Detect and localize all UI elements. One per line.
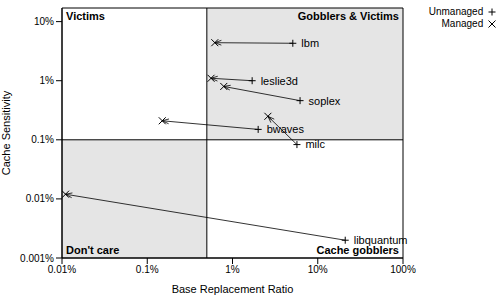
svg-text:Cache gobblers: Cache gobblers — [316, 244, 399, 256]
svg-text:0.1%: 0.1% — [136, 264, 159, 275]
svg-text:bwaves: bwaves — [267, 123, 305, 135]
svg-text:lbm: lbm — [301, 37, 319, 49]
svg-text:leslie3d: leslie3d — [261, 75, 298, 87]
svg-text:milc: milc — [305, 138, 325, 150]
svg-text:0.1%: 0.1% — [31, 134, 54, 145]
svg-text:Don't care: Don't care — [66, 244, 119, 256]
html-text:Unmanaged: Unmanaged — [428, 6, 484, 17]
svg-text:Victims: Victims — [66, 10, 105, 22]
svg-text:0.001%: 0.001% — [20, 253, 54, 264]
svg-text:100%: 100% — [390, 264, 416, 275]
html-text:Managed: Managed — [441, 18, 484, 29]
svg-text:10%: 10% — [308, 264, 328, 275]
svg-text:soplex: soplex — [309, 95, 341, 107]
svg-text:0.01%: 0.01% — [26, 193, 54, 204]
svg-text:Gobblers & Victims: Gobblers & Victims — [298, 10, 399, 22]
svg-text:1%: 1% — [40, 75, 55, 86]
svg-text:Cache Sensitivity: Cache Sensitivity — [8, 90, 12, 175]
svg-text:0.01%: 0.01% — [48, 264, 76, 275]
svg-text:libquantum: libquantum — [354, 234, 408, 246]
svg-text:10%: 10% — [34, 16, 54, 27]
svg-text:Base Replacement Ratio: Base Replacement Ratio — [172, 283, 294, 295]
svg-text:1%: 1% — [225, 264, 240, 275]
